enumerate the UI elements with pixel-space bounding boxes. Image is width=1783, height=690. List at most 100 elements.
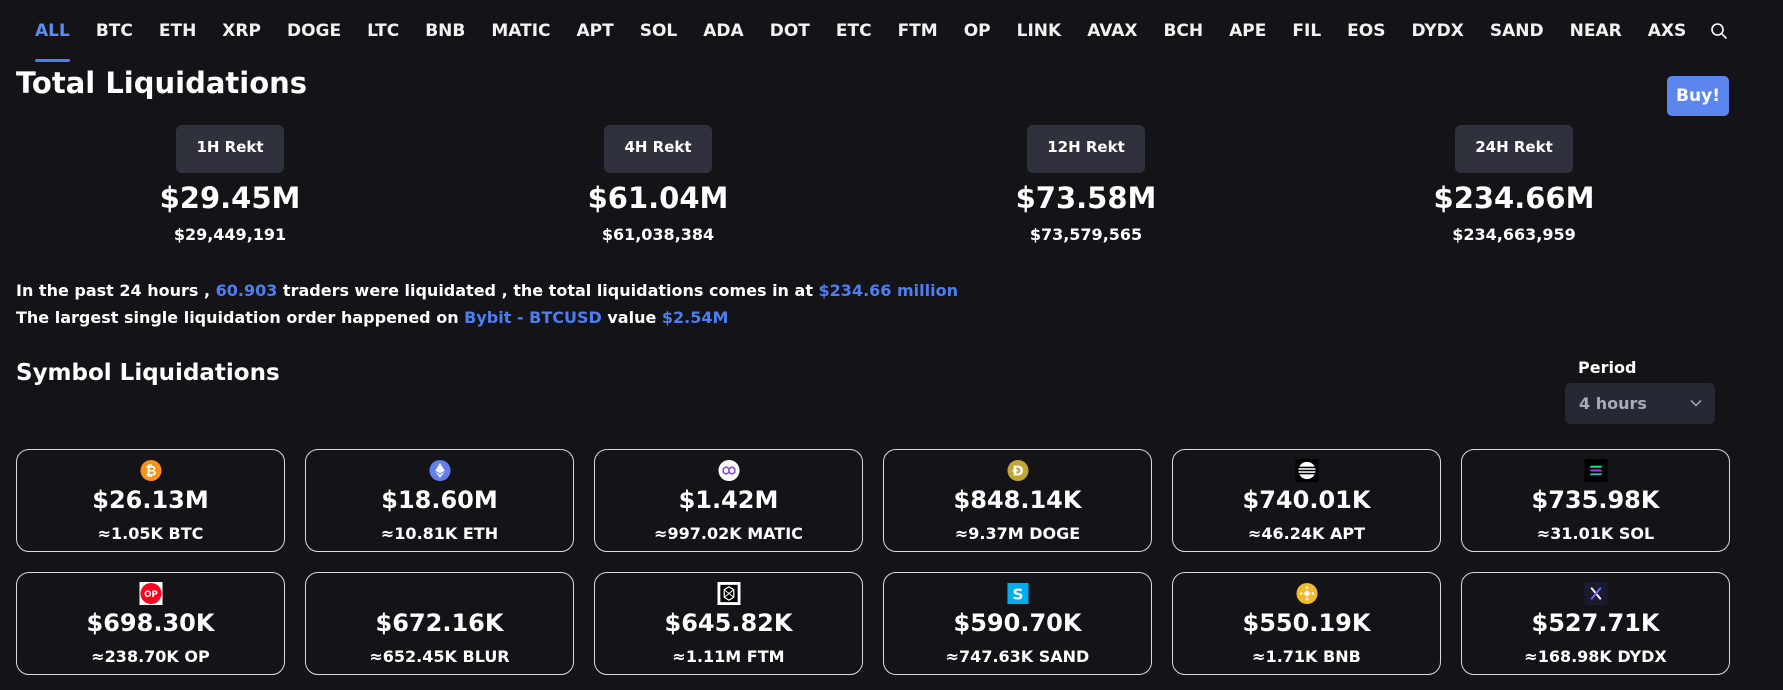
rekt-value: $61.04M	[587, 181, 729, 215]
tab-ftm[interactable]: FTM	[897, 21, 938, 41]
rekt-12h: 12H Rekt $73.58M $73,579,565	[986, 125, 1186, 244]
tab-near[interactable]: NEAR	[1569, 21, 1622, 41]
period-select[interactable]: 4 hours	[1565, 383, 1715, 424]
card-amount: ≈10.81K ETH	[380, 524, 499, 543]
card-amount: ≈168.98K DYDX	[1524, 647, 1667, 666]
summary-line-1: In the past 24 hours , 60.903 traders we…	[16, 277, 958, 304]
doge-icon: Ð	[1006, 459, 1029, 482]
tab-eos[interactable]: EOS	[1347, 21, 1386, 41]
dydx-icon	[1584, 582, 1607, 605]
symbol-card-btc[interactable]: ₿ $26.13M ≈1.05K BTC	[16, 449, 285, 552]
rekt-1h: 1H Rekt $29.45M $29,449,191	[130, 125, 330, 244]
ftm-icon	[717, 582, 740, 605]
rekt-4h: 4H Rekt $61.04M $61,038,384	[558, 125, 758, 244]
tab-bch[interactable]: BCH	[1163, 21, 1204, 41]
symbol-card-dydx[interactable]: $527.71K ≈168.98K DYDX	[1461, 572, 1730, 675]
rekt-value: $73.58M	[1015, 181, 1157, 215]
symbol-nav: ALL BTC ETH XRP DOGE LTC BNB MATIC APT S…	[0, 0, 1783, 62]
tab-ape[interactable]: APE	[1229, 21, 1267, 41]
tab-doge[interactable]: DOGE	[286, 21, 342, 41]
symbol-card-ftm[interactable]: $645.82K ≈1.11M FTM	[594, 572, 863, 675]
traders-count: 60.903	[215, 281, 278, 300]
buy-button[interactable]: Buy!	[1667, 76, 1729, 116]
symbol-cards: ₿ $26.13M ≈1.05K BTC $18.60M ≈10.81K ETH…	[16, 449, 1730, 675]
card-amount: ≈9.37M DOGE	[954, 524, 1081, 543]
card-value: $26.13M	[92, 486, 209, 514]
op-icon: OP	[139, 582, 162, 605]
sand-icon: S	[1006, 582, 1029, 605]
card-amount: ≈997.02K MATIC	[654, 524, 803, 543]
card-value: $590.70K	[953, 609, 1082, 637]
symbol-card-op[interactable]: OP $698.30K ≈238.70K OP	[16, 572, 285, 675]
symbol-card-sol[interactable]: $735.98K ≈31.01K SOL	[1461, 449, 1730, 552]
rekt-exact-value: $234,663,959	[1452, 225, 1576, 244]
largest-order-value: $2.54M	[661, 308, 729, 327]
tab-bnb[interactable]: BNB	[425, 21, 466, 41]
card-value: $672.16K	[375, 609, 504, 637]
card-value: $698.30K	[86, 609, 215, 637]
tab-eth[interactable]: ETH	[158, 21, 197, 41]
tab-btc[interactable]: BTC	[95, 21, 133, 41]
period-label: Period	[1578, 358, 1637, 377]
bnb-icon	[1295, 582, 1318, 605]
card-value: $527.71K	[1531, 609, 1660, 637]
tab-link[interactable]: LINK	[1016, 21, 1062, 41]
symbol-tabs: ALL BTC ETH XRP DOGE LTC BNB MATIC APT S…	[22, 0, 1699, 62]
card-value: $645.82K	[664, 609, 793, 637]
tab-all[interactable]: ALL	[22, 0, 83, 62]
tab-sol[interactable]: SOL	[639, 21, 678, 41]
exchange-link[interactable]: Bybit - BTCUSD	[464, 308, 602, 327]
page-title: Total Liquidations	[16, 66, 308, 100]
tab-axs[interactable]: AXS	[1647, 21, 1687, 41]
card-value: $735.98K	[1531, 486, 1660, 514]
symbol-card-sand[interactable]: S $590.70K ≈747.63K SAND	[883, 572, 1152, 675]
tab-avax[interactable]: AVAX	[1087, 21, 1138, 41]
summary-line-2: The largest single liquidation order hap…	[16, 304, 958, 331]
rekt-label: 24H Rekt	[1455, 125, 1573, 173]
tab-etc[interactable]: ETC	[835, 21, 872, 41]
card-value: $18.60M	[381, 486, 498, 514]
tab-xrp[interactable]: XRP	[222, 21, 261, 41]
card-amount: ≈1.11M FTM	[672, 647, 785, 666]
card-amount: ≈31.01K SOL	[1536, 524, 1655, 543]
liquidation-summary: In the past 24 hours , 60.903 traders we…	[16, 277, 958, 331]
card-value: $848.14K	[953, 486, 1082, 514]
summary-text: The largest single liquidation order hap…	[16, 308, 465, 327]
symbol-card-matic[interactable]: $1.42M ≈997.02K MATIC	[594, 449, 863, 552]
tab-dot[interactable]: DOT	[769, 21, 810, 41]
tab-fil[interactable]: FIL	[1292, 21, 1322, 41]
symbol-card-blur[interactable]: $672.16K ≈652.45K BLUR	[305, 572, 574, 675]
summary-text: traders were liquidated , the total liqu…	[277, 281, 819, 300]
symbol-card-eth[interactable]: $18.60M ≈10.81K ETH	[305, 449, 574, 552]
card-amount: ≈747.63K SAND	[945, 647, 1090, 666]
rekt-label: 1H Rekt	[176, 125, 284, 173]
eth-icon	[428, 459, 451, 482]
card-amount: ≈1.05K BTC	[97, 524, 204, 543]
svg-text:₿: ₿	[145, 464, 156, 479]
rekt-label: 12H Rekt	[1027, 125, 1145, 173]
search-icon[interactable]	[1710, 22, 1728, 40]
symbol-card-apt[interactable]: $740.01K ≈46.24K APT	[1172, 449, 1441, 552]
card-amount: ≈46.24K APT	[1247, 524, 1365, 543]
rekt-value: $29.45M	[159, 181, 301, 215]
svg-text:S: S	[1012, 585, 1023, 603]
symbol-card-doge[interactable]: Ð $848.14K ≈9.37M DOGE	[883, 449, 1152, 552]
tab-apt[interactable]: APT	[576, 21, 614, 41]
tab-dydx[interactable]: DYDX	[1411, 21, 1464, 41]
tab-sand[interactable]: SAND	[1489, 21, 1544, 41]
rekt-exact-value: $73,579,565	[1029, 225, 1143, 244]
summary-text: value	[601, 308, 662, 327]
summary-text: In the past 24 hours ,	[16, 281, 216, 300]
tab-matic[interactable]: MATIC	[491, 21, 551, 41]
card-value: $740.01K	[1242, 486, 1371, 514]
tab-op[interactable]: OP	[963, 21, 991, 41]
tab-ada[interactable]: ADA	[703, 21, 744, 41]
symbol-card-bnb[interactable]: $550.19K ≈1.71K BNB	[1172, 572, 1441, 675]
btc-icon: ₿	[139, 459, 162, 482]
card-amount: ≈1.71K BNB	[1252, 647, 1361, 666]
period-value: 4 hours	[1579, 394, 1647, 413]
apt-icon	[1295, 459, 1318, 482]
tab-ltc[interactable]: LTC	[367, 21, 400, 41]
card-value: $550.19K	[1242, 609, 1371, 637]
rekt-exact-value: $61,038,384	[601, 225, 715, 244]
